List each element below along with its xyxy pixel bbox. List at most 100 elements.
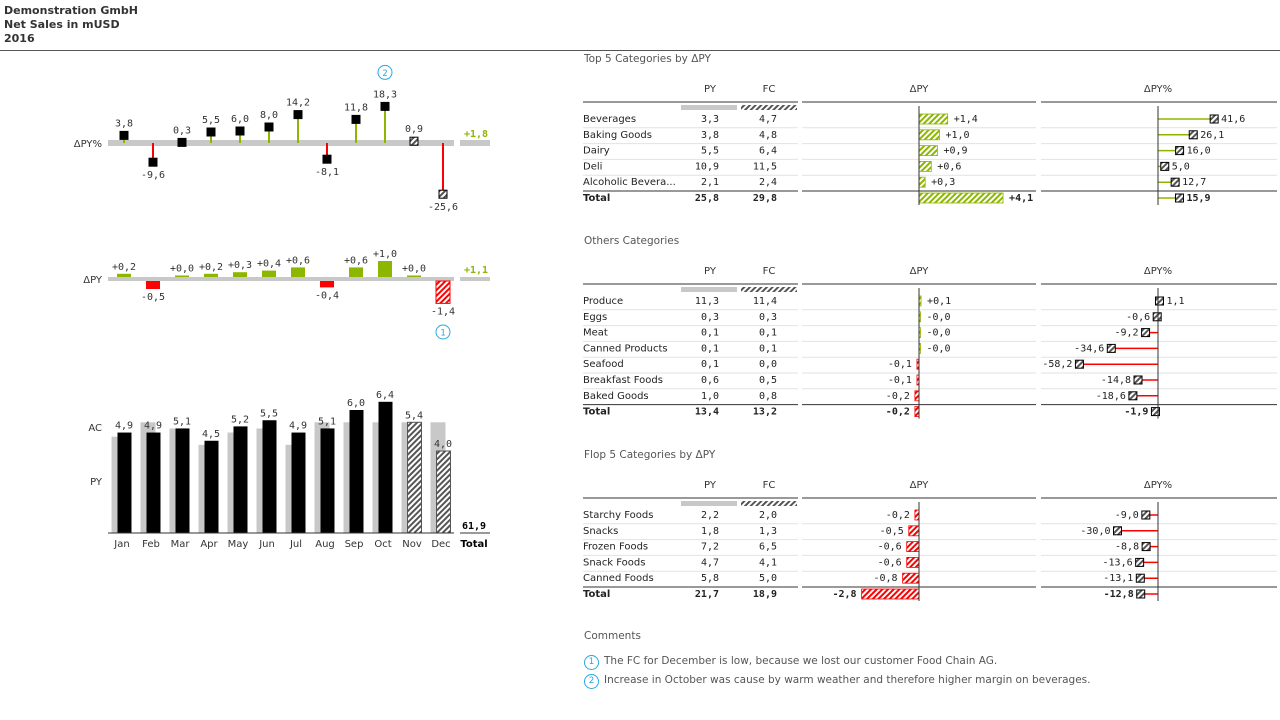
ac-value-label: 4,9 bbox=[144, 421, 162, 432]
py-value: 21,7 bbox=[695, 589, 719, 600]
total-row-label: Total bbox=[583, 589, 610, 600]
dpy-percent-value: 16,0 bbox=[1187, 146, 1211, 157]
ac-value-label: 4,9 bbox=[115, 421, 133, 432]
comment-2: 2 Increase in October was cause by warm w… bbox=[584, 674, 1090, 689]
comment-2-text: Increase in October was cause by warm we… bbox=[604, 674, 1091, 686]
month-label: Feb bbox=[142, 539, 160, 550]
fc-value: 11,4 bbox=[753, 296, 777, 307]
dpy-percent-pin-head bbox=[409, 136, 419, 146]
dpy-percent-value: 15,9 bbox=[1186, 193, 1210, 204]
dpy-bar bbox=[320, 281, 334, 288]
py-legend-bar bbox=[681, 501, 737, 506]
py-value: 0,3 bbox=[701, 312, 719, 323]
col-header-fc: FC bbox=[763, 266, 776, 277]
dpy-percent-value: -9,2 bbox=[1114, 328, 1138, 339]
col-header-fc: FC bbox=[763, 480, 776, 491]
ac-value-label: 5,5 bbox=[260, 408, 278, 419]
fc-legend-bar bbox=[741, 287, 797, 292]
dpy-percent-value-label: -8,1 bbox=[315, 167, 339, 178]
dpy-value: -0,0 bbox=[927, 343, 951, 354]
fc-value: 4,1 bbox=[759, 557, 777, 568]
dpy-bar bbox=[918, 161, 932, 172]
dpy-axis bbox=[108, 277, 454, 281]
fc-legend-bar bbox=[741, 501, 797, 506]
dpy-value-label: +0,6 bbox=[286, 255, 310, 266]
dpy-bar bbox=[175, 275, 189, 277]
fc-value: 1,3 bbox=[759, 526, 777, 537]
category-name: Produce bbox=[583, 296, 623, 307]
col-header-fc: FC bbox=[763, 84, 776, 95]
ac-value-label: 5,1 bbox=[318, 416, 336, 427]
category-name: Eggs bbox=[583, 312, 607, 323]
dpy-bar bbox=[146, 281, 160, 289]
fc-value: 4,8 bbox=[759, 130, 777, 141]
ac-column bbox=[146, 432, 161, 533]
ac-column bbox=[233, 426, 248, 533]
dpy-bar bbox=[918, 145, 938, 156]
marker-1-icon: 1 bbox=[584, 655, 599, 670]
fc-value: 29,8 bbox=[753, 193, 777, 204]
marker-2-icon: 2 bbox=[584, 674, 599, 689]
category-name: Breakfast Foods bbox=[583, 375, 663, 386]
fc-legend-bar bbox=[741, 105, 797, 110]
py-value: 0,1 bbox=[701, 359, 719, 370]
dpy-percent-pin-head bbox=[322, 154, 332, 164]
dpy-percent-value-label: 11,8 bbox=[344, 102, 368, 113]
dpy-value-label: -0,5 bbox=[141, 292, 165, 303]
dpy-percent-value: -58,2 bbox=[1042, 359, 1072, 370]
dpy-value: +0,3 bbox=[931, 177, 955, 188]
dpy-percent-value-label: 5,5 bbox=[202, 115, 220, 126]
py-value: 1,8 bbox=[701, 526, 719, 537]
dpy-bar bbox=[918, 129, 940, 141]
fc-value: 2,0 bbox=[759, 510, 777, 521]
dpy-percent-value: 1,1 bbox=[1166, 296, 1184, 307]
dpy-percent-value: -14,8 bbox=[1101, 375, 1131, 386]
dpy-value: -0,0 bbox=[927, 312, 951, 323]
py-legend-bar bbox=[681, 287, 737, 292]
dpy-value: -0,5 bbox=[880, 526, 904, 537]
dpy-bar bbox=[407, 275, 421, 277]
month-label: Aug bbox=[315, 539, 335, 550]
dpy-bar bbox=[908, 525, 920, 537]
month-label: Nov bbox=[402, 539, 422, 550]
dpy-bar bbox=[914, 390, 920, 402]
fc-value: 2,4 bbox=[759, 177, 777, 188]
py-legend-bar bbox=[681, 105, 737, 110]
dpy-percent-pin-head bbox=[1135, 557, 1145, 567]
dpy-value-label: +0,3 bbox=[228, 260, 252, 271]
comments-title: Comments bbox=[584, 630, 641, 642]
header-divider bbox=[0, 50, 1280, 51]
dpy-percent-value: -12,8 bbox=[1104, 589, 1134, 600]
category-name: Baked Goods bbox=[583, 391, 649, 402]
category-name: Frozen Foods bbox=[583, 542, 648, 553]
dpy-value-label: -1,4 bbox=[431, 306, 455, 317]
total-row-label: Total bbox=[583, 193, 610, 204]
category-name: Deli bbox=[583, 161, 602, 172]
dpy-percent-pin-head bbox=[177, 137, 187, 147]
comment-1-text: The FC for December is low, because we l… bbox=[604, 655, 998, 667]
ac-value-label: 4,0 bbox=[434, 439, 452, 450]
ac-column bbox=[175, 428, 190, 533]
category-name: Meat bbox=[583, 328, 608, 339]
py-value: 5,8 bbox=[701, 573, 719, 584]
dpy-percent-value-label: 0,9 bbox=[405, 124, 423, 135]
category-name: Beverages bbox=[583, 114, 636, 125]
dpy-percent-value: -18,6 bbox=[1096, 391, 1126, 402]
total-row-label: Total bbox=[583, 407, 610, 418]
fc-value: 11,5 bbox=[753, 161, 777, 172]
flop5-table: PY FC ΔPY ΔPY% Starchy Foods 2,2 2,0 -0,2 -9,0 Sn… bbox=[583, 480, 1277, 601]
dpy-percent-value: -0,6 bbox=[1126, 312, 1150, 323]
dpy-percent-pin-head bbox=[264, 122, 274, 132]
dpy-value-label: +0,2 bbox=[199, 262, 223, 273]
fc-value: 18,9 bbox=[753, 589, 777, 600]
ac-column bbox=[349, 410, 364, 533]
month-label: Sep bbox=[345, 539, 364, 550]
dpy-value-label: +0,0 bbox=[402, 264, 426, 275]
dpy-percent-pin-head bbox=[1106, 343, 1116, 353]
month-label: Oct bbox=[374, 539, 391, 550]
dpy-value: -0,8 bbox=[874, 573, 898, 584]
dpy-percent-value: -30,0 bbox=[1080, 526, 1110, 537]
ac-column bbox=[117, 432, 132, 533]
dpy-percent-value-label: 6,0 bbox=[231, 114, 249, 125]
dpy-percent-pin-head bbox=[1188, 130, 1198, 140]
